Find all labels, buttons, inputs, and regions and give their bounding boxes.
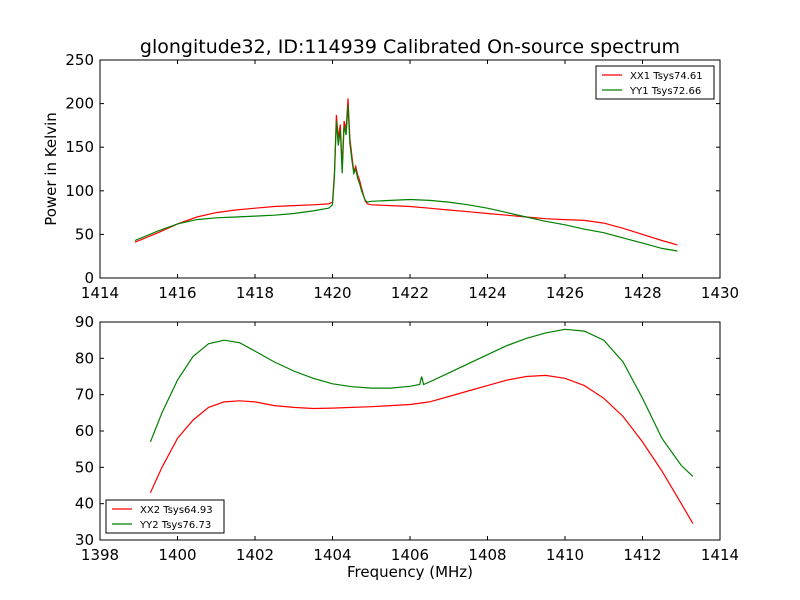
bottom-y-tick-label: 60 (75, 422, 94, 440)
bottom-x-tick-label: 1400 (158, 546, 196, 564)
bottom-y-tick-label: 50 (75, 458, 94, 476)
bottom-x-tick-label: 1410 (546, 546, 584, 564)
top-y-axis-label: Power in Kelvin (42, 112, 60, 226)
bottom-legend: XX2 Tsys64.93 YY2 Tsys76.73 (105, 499, 225, 534)
top-x-tick-label: 1426 (546, 284, 584, 302)
top-y-tick-label: 250 (65, 51, 94, 69)
bottom-y-tick-label: 90 (75, 313, 94, 331)
bottom-y-tick-label: 70 (75, 386, 94, 404)
bottom-y-tick-label: 80 (75, 349, 94, 367)
top-x-tick-label: 1416 (158, 284, 196, 302)
bottom-x-tick-label: 1398 (81, 546, 119, 564)
bottom-legend-label: XX2 Tsys64.93 (140, 505, 213, 516)
top-legend-box (595, 65, 715, 100)
top-y-tick-label: 0 (84, 269, 94, 287)
top-x-tick-label: 1424 (468, 284, 506, 302)
top-x-tick-label: 1428 (623, 284, 661, 302)
bottom-x-tick-label: 1402 (236, 546, 274, 564)
bottom-x-tick-label: 1404 (313, 546, 351, 564)
bottom-legend-box (105, 499, 225, 534)
top-x-tick-label: 1430 (701, 284, 739, 302)
bottom-x-tick-label: 1414 (701, 546, 739, 564)
bottom-legend-label: YY2 Tsys76.73 (139, 520, 211, 531)
top-x-tick-label: 1418 (236, 284, 274, 302)
bottom-x-axis-label: Frequency (MHz) (347, 563, 473, 581)
top-series-2-line (134, 105, 678, 252)
bottom-spectrum-plot: 1398 1400 1402 1404 1406 1408 1410 1412 1414 30 40… (75, 313, 739, 581)
top-y-tick-label: 150 (65, 138, 94, 156)
top-series-1-line (134, 98, 678, 246)
top-x-tick-label: 1422 (391, 284, 429, 302)
top-legend: XX1 Tsys74.61 YY1 Tsys72.66 (595, 65, 715, 100)
top-legend-label: XX1 Tsys74.61 (630, 71, 703, 82)
top-y-tick-label: 50 (75, 225, 94, 243)
top-spectrum-plot: 1414 1416 1418 1420 1422 1424 1426 1428 1430 0 50 1… (42, 51, 739, 302)
bottom-series-1-line (149, 374, 694, 524)
top-y-tick-label: 100 (65, 182, 94, 200)
bottom-series-2-line (149, 328, 694, 477)
top-x-tick-label: 1420 (313, 284, 351, 302)
bottom-y-tick-label: 40 (75, 495, 94, 513)
bottom-y-tick-label: 30 (75, 531, 94, 549)
bottom-x-tick-label: 1408 (468, 546, 506, 564)
bottom-x-tick-label: 1406 (391, 546, 429, 564)
bottom-x-tick-label: 1412 (623, 546, 661, 564)
top-y-tick-label: 200 (65, 95, 94, 113)
chart-title: glongitude32, ID:114939 Calibrated On-so… (140, 36, 680, 58)
top-x-tick-label: 1414 (81, 284, 119, 302)
top-legend-label: YY1 Tsys72.66 (629, 86, 701, 97)
